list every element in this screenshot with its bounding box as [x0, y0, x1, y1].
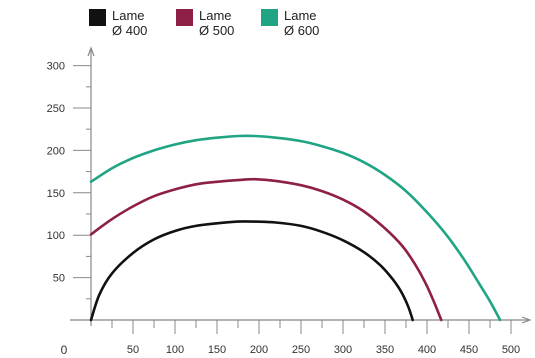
- legend-swatch-400: [89, 9, 106, 26]
- legend-item-500: Lame Ø 500: [176, 8, 234, 38]
- legend-label-400-line2: Ø 400: [112, 23, 148, 38]
- legend-label-600-line1: Lame: [284, 8, 317, 23]
- legend-label-500-line2: Ø 500: [199, 23, 235, 38]
- x-tick-label-450: 450: [460, 344, 478, 356]
- y-axis-arrow: [87, 46, 95, 57]
- series-line-600: [89, 134, 502, 322]
- y-tick-label-100: 100: [47, 230, 65, 242]
- origin-label: 0: [61, 343, 68, 357]
- legend-label-500-line1: Lame: [199, 8, 232, 23]
- x-tick-label-350: 350: [376, 344, 394, 356]
- legend-label-600-line2: Ø 600: [284, 23, 320, 38]
- y-tick-label-50: 50: [53, 273, 65, 285]
- x-tick-label-250: 250: [292, 344, 310, 356]
- x-tick-label-200: 200: [250, 344, 268, 356]
- x-tick-label-150: 150: [208, 344, 226, 356]
- y-tick-label-300: 300: [47, 61, 65, 73]
- legend-label-400-line1: Lame: [112, 8, 145, 23]
- y-tick-label-200: 200: [47, 145, 65, 157]
- series-line-400: [89, 220, 414, 322]
- x-tick-label-500: 500: [502, 344, 520, 356]
- series-line-500: [89, 177, 443, 322]
- x-tick-label-50: 50: [127, 344, 139, 356]
- x-tick-label-300: 300: [334, 344, 352, 356]
- legend-item-600: Lame Ø 600: [261, 8, 319, 38]
- x-tick-label-100: 100: [166, 344, 184, 356]
- legend-item-400: Lame Ø 400: [89, 8, 147, 38]
- legend-swatch-600: [261, 9, 278, 26]
- x-tick-label-400: 400: [418, 344, 436, 356]
- y-tick-label-250: 250: [47, 103, 65, 115]
- x-axis-arrow: [521, 316, 532, 324]
- y-tick-label-150: 150: [47, 188, 65, 200]
- legend-swatch-500: [176, 9, 193, 26]
- legend: Lame Ø 400 Lame Ø 500 Lame Ø 600: [0, 8, 535, 48]
